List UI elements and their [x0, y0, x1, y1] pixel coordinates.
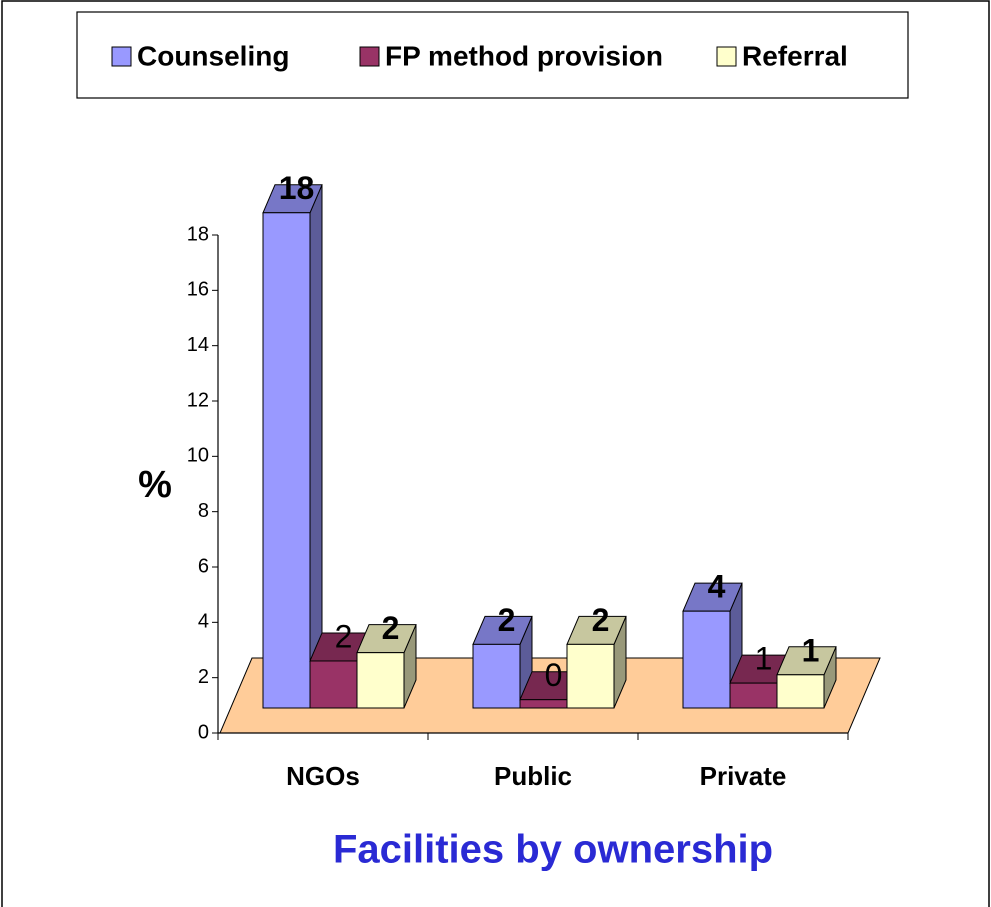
legend-box [76, 11, 909, 99]
bar [472, 615, 533, 709]
x-axis-title: Facilities by ownership [333, 828, 773, 872]
data-label: 0 [545, 657, 563, 693]
data-label: 4 [708, 569, 726, 605]
legend-swatch [716, 46, 737, 67]
bar-front [729, 682, 778, 709]
data-label: 2 [498, 602, 516, 638]
data-label: 1 [802, 632, 820, 668]
data-label: 18 [279, 170, 315, 206]
x-tick-label: Public [494, 761, 572, 791]
y-tick-label: 0 [198, 721, 209, 743]
legend-label: FP method provision [385, 40, 663, 71]
bar-front [682, 610, 731, 709]
legend-swatch [359, 46, 380, 67]
y-tick-label: 18 [187, 223, 209, 245]
bar [776, 646, 837, 709]
bar-front [262, 212, 311, 709]
legend-swatch [111, 46, 132, 67]
y-tick-label: 12 [187, 389, 209, 411]
x-tick-label: Private [700, 761, 787, 791]
y-axis-label: % [138, 464, 172, 506]
y-tick-label: 2 [198, 666, 209, 688]
y-tick-label: 16 [187, 279, 209, 301]
data-label: 2 [382, 610, 400, 646]
legend-label: Counseling [137, 40, 289, 71]
bar-side [309, 184, 323, 709]
bar-front [356, 652, 405, 709]
bar [356, 624, 417, 709]
data-label: 1 [755, 641, 773, 677]
legend-label: Referral [742, 40, 848, 71]
bar-front [472, 643, 521, 709]
y-tick-label: 10 [187, 445, 209, 467]
data-label: 2 [592, 602, 610, 638]
y-tick-label: 8 [198, 500, 209, 522]
x-tick-label: NGOs [286, 761, 360, 791]
bar-front [566, 643, 615, 709]
bar [566, 615, 627, 709]
y-tick-label: 6 [198, 555, 209, 577]
bar-front [776, 674, 825, 709]
bar [262, 184, 323, 709]
y-tick-label: 14 [187, 334, 209, 356]
data-label: 2 [335, 618, 353, 654]
bar-front [519, 699, 568, 709]
bar-front [309, 660, 358, 709]
y-tick-label: 4 [198, 611, 209, 633]
